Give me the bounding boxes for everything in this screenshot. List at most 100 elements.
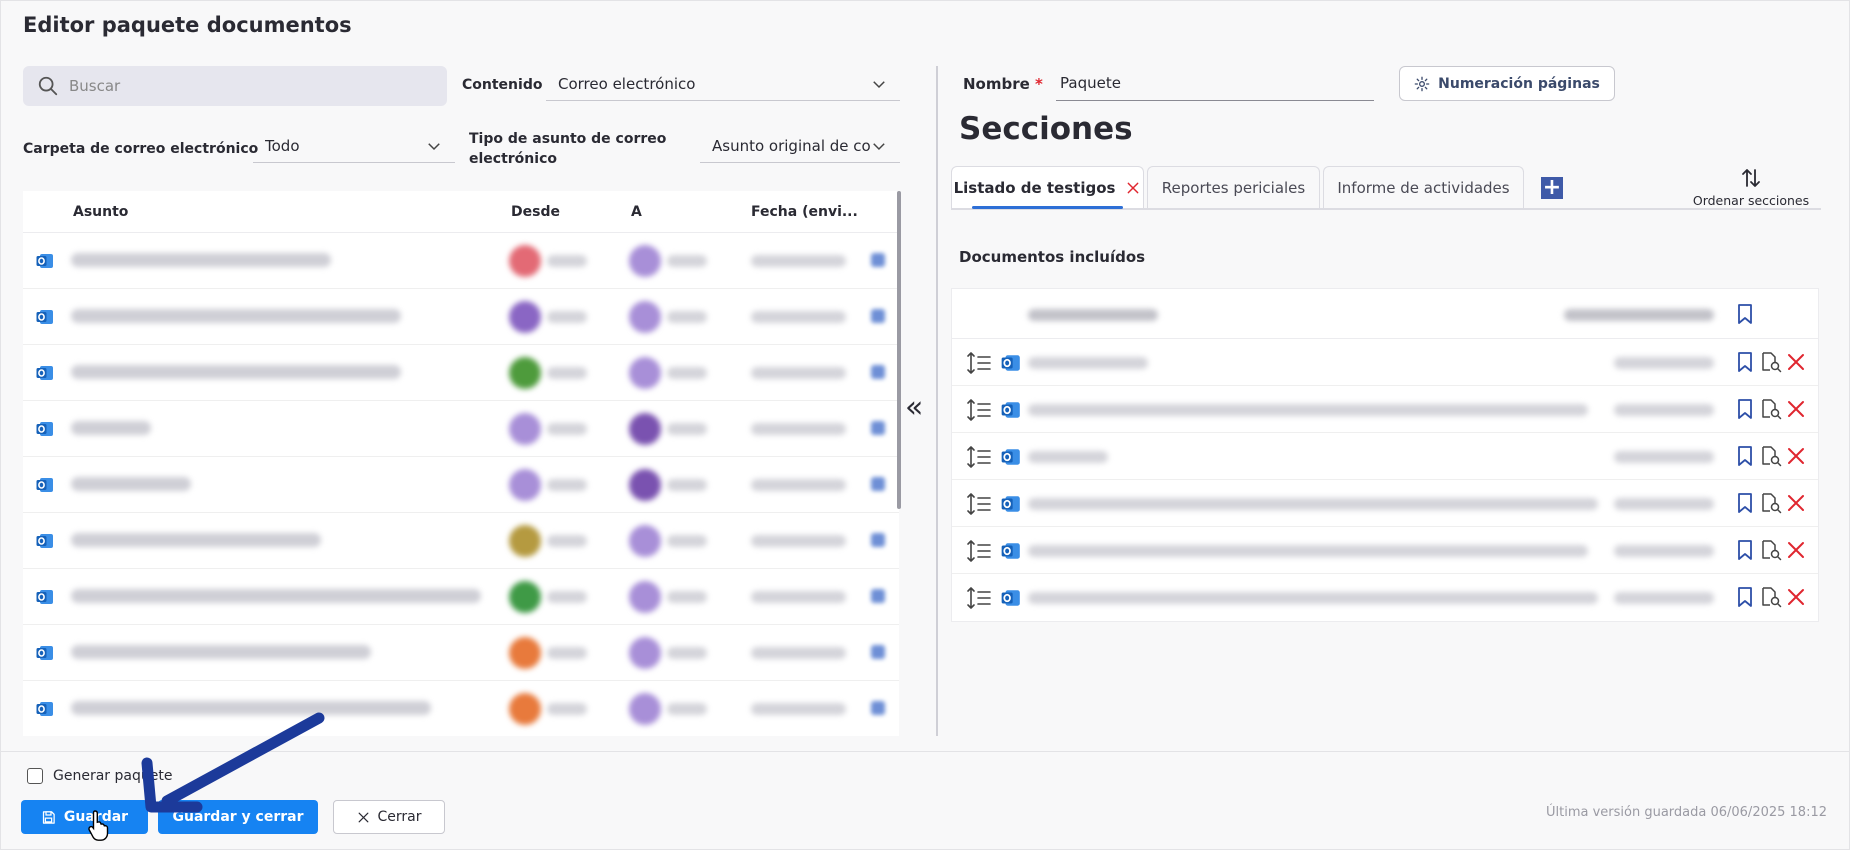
document-search-icon[interactable] <box>1760 539 1782 561</box>
sender-blurred <box>547 703 587 715</box>
document-name-blurred <box>1028 404 1588 416</box>
document-search-icon[interactable] <box>1760 351 1782 373</box>
column-fecha[interactable]: Fecha (envi... <box>751 203 858 220</box>
drag-reorder-icon[interactable] <box>966 492 992 516</box>
subject-blurred <box>71 477 191 491</box>
table-scrollbar[interactable] <box>897 191 901 509</box>
avatar <box>629 301 661 333</box>
bookmark-icon[interactable] <box>1736 539 1754 561</box>
table-row[interactable] <box>23 233 899 289</box>
tab-informe-actividades[interactable]: Informe de actividades <box>1323 166 1524 208</box>
bookmark-icon[interactable] <box>1736 351 1754 373</box>
bookmark-icon[interactable] <box>1736 303 1754 325</box>
document-name-blurred <box>1028 498 1598 510</box>
table-row[interactable] <box>23 345 899 401</box>
delete-icon[interactable] <box>1786 399 1806 419</box>
save-icon <box>42 810 55 824</box>
bookmark-icon[interactable] <box>1736 445 1754 467</box>
list-item[interactable] <box>952 480 1818 527</box>
list-item[interactable] <box>952 574 1818 621</box>
document-name-blurred <box>1028 545 1588 557</box>
sender-blurred <box>547 479 587 491</box>
list-item[interactable] <box>952 339 1818 386</box>
search-box[interactable] <box>23 66 447 106</box>
tipo-asunto-select[interactable]: Asunto original de co <box>700 129 900 163</box>
list-item[interactable] <box>952 386 1818 433</box>
drag-reorder-icon[interactable] <box>966 586 992 610</box>
bookmark-icon[interactable] <box>1736 586 1754 608</box>
document-search-icon[interactable] <box>1760 586 1782 608</box>
table-row[interactable] <box>23 681 899 736</box>
carpeta-select[interactable]: Todo <box>253 129 455 163</box>
table-row[interactable] <box>23 625 899 681</box>
recipient-blurred <box>667 479 707 491</box>
documents-title: Documentos incluídos <box>959 248 1146 266</box>
recipient-blurred <box>667 423 707 435</box>
delete-icon[interactable] <box>1786 352 1806 372</box>
activity-date-blurred <box>1614 498 1714 510</box>
search-input[interactable] <box>69 77 409 95</box>
document-name-blurred <box>1028 451 1108 463</box>
table-row[interactable] <box>23 401 899 457</box>
column-desde[interactable]: Desde <box>511 203 560 220</box>
bookmark-icon[interactable] <box>1736 492 1754 514</box>
date-blurred <box>751 703 846 715</box>
order-sections-button[interactable]: Ordenar secciones <box>1691 166 1811 208</box>
avatar <box>509 469 541 501</box>
collapse-left-pane-icon[interactable]: « <box>905 390 924 425</box>
sender-blurred <box>547 591 587 603</box>
required-mark: * <box>1035 75 1043 93</box>
add-section-button[interactable]: + <box>1541 175 1563 200</box>
contenido-select[interactable]: Correo electrónico <box>546 67 900 101</box>
table-row[interactable] <box>23 513 899 569</box>
subject-blurred <box>71 253 331 267</box>
list-item[interactable] <box>952 433 1818 480</box>
status-icon <box>871 253 885 267</box>
tab-reportes-periciales[interactable]: Reportes periciales <box>1147 166 1320 208</box>
avatar <box>629 581 661 613</box>
delete-icon[interactable] <box>1786 493 1806 513</box>
close-button[interactable]: Cerrar <box>333 800 445 834</box>
document-search-icon[interactable] <box>1760 445 1782 467</box>
generate-package-checkbox[interactable] <box>27 768 43 784</box>
outlook-icon <box>1000 540 1022 566</box>
tab-listado-testigos[interactable]: Listado de testigos <box>951 166 1144 209</box>
list-item[interactable] <box>952 527 1818 574</box>
outlook-icon <box>35 699 55 723</box>
drag-reorder-icon[interactable] <box>966 445 992 469</box>
outlook-icon <box>35 475 55 499</box>
drag-reorder-icon[interactable] <box>966 539 992 563</box>
save-and-close-button[interactable]: Guardar y cerrar <box>158 800 318 834</box>
bookmark-icon[interactable] <box>1736 398 1754 420</box>
pane-splitter[interactable] <box>936 66 938 736</box>
delete-icon[interactable] <box>1786 587 1806 607</box>
numeracion-paginas-button[interactable]: Numeración páginas <box>1399 66 1615 101</box>
sender-blurred <box>547 311 587 323</box>
table-header: Asunto Desde A Fecha (envi... <box>23 191 899 233</box>
drag-reorder-icon[interactable] <box>966 398 992 422</box>
column-header-blurred <box>1028 309 1158 321</box>
delete-icon[interactable] <box>1786 446 1806 466</box>
document-name-blurred <box>1028 357 1148 369</box>
activity-date-blurred <box>1614 404 1714 416</box>
column-a[interactable]: A <box>631 203 642 220</box>
delete-icon[interactable] <box>1786 540 1806 560</box>
document-search-icon[interactable] <box>1760 398 1782 420</box>
table-row[interactable] <box>23 457 899 513</box>
carpeta-value: Todo <box>265 136 300 155</box>
document-search-icon[interactable] <box>1760 492 1782 514</box>
recipient-blurred <box>667 367 707 379</box>
column-asunto[interactable]: Asunto <box>73 203 129 220</box>
table-row[interactable] <box>23 569 899 625</box>
generate-package-option[interactable]: Generar paquete <box>27 768 172 784</box>
document-rows <box>952 339 1818 621</box>
save-button[interactable]: Guardar <box>21 800 148 834</box>
drag-reorder-icon[interactable] <box>966 351 992 375</box>
tipo-asunto-value: Asunto original de co <box>712 136 871 155</box>
date-blurred <box>751 479 846 491</box>
close-icon[interactable] <box>1125 180 1141 196</box>
avatar <box>509 301 541 333</box>
table-row[interactable] <box>23 289 899 345</box>
nombre-input[interactable]: Paquete <box>1056 65 1374 101</box>
